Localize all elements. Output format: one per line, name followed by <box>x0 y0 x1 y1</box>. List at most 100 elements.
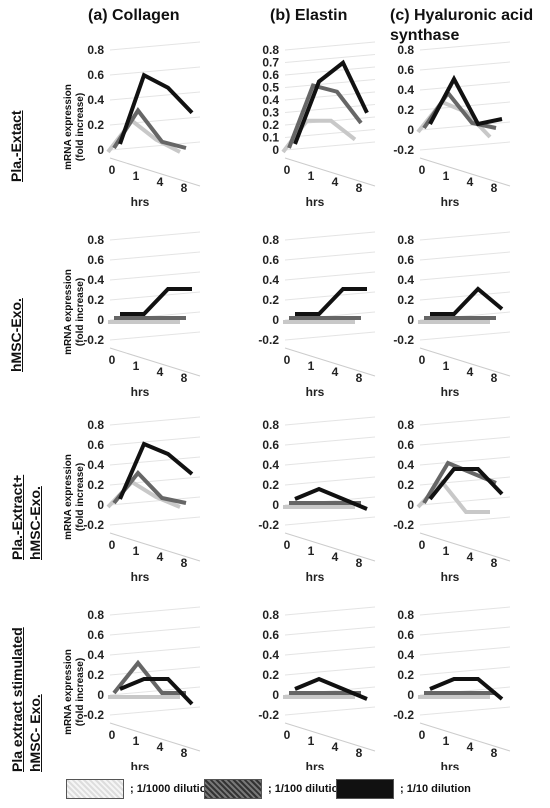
y-tick-label: 0.4 <box>262 273 279 287</box>
gridline <box>109 476 201 486</box>
y-tick-label: 0.6 <box>87 628 104 642</box>
legend-item-1-10: ; 1/10 dilution <box>336 778 471 800</box>
x-tick-label: 1 <box>443 734 450 748</box>
legend-label: ; 1/1000 dilution <box>130 783 214 795</box>
y-tick-label: 0 <box>97 143 104 157</box>
gridline <box>109 251 201 261</box>
legend-swatch-dark <box>336 779 394 799</box>
y-tick-label: 0.4 <box>397 458 414 472</box>
gridline <box>419 41 511 51</box>
x-tick-label: 1 <box>133 359 140 373</box>
x-tick-label: 8 <box>181 181 188 195</box>
gridline <box>109 66 201 76</box>
gridline <box>109 496 201 506</box>
y-tick-label: 0.8 <box>397 608 414 622</box>
gridline <box>109 456 201 466</box>
y-tick-label: -0.2 <box>83 708 104 722</box>
gridline <box>109 686 201 696</box>
gridline <box>284 436 376 446</box>
y-tick-label: 0.4 <box>262 93 279 107</box>
x-axis-label: hrs <box>306 195 325 209</box>
floor-edge <box>419 347 511 377</box>
y-tick-label: 0.6 <box>262 253 279 267</box>
x-tick-label: 0 <box>419 353 426 367</box>
gridline <box>284 79 376 88</box>
gridline <box>109 436 201 446</box>
legend-item-1-100: ; 1/100 dilution <box>204 778 345 800</box>
y-tick-label: 0.8 <box>262 233 279 247</box>
x-tick-label: 4 <box>332 365 339 379</box>
gridline <box>419 61 511 71</box>
series-line-1-10-dilution <box>294 486 368 511</box>
x-axis-label: hrs <box>306 570 325 584</box>
x-tick-label: 1 <box>133 734 140 748</box>
gridline <box>419 271 511 281</box>
x-tick-label: 1 <box>308 359 315 373</box>
gridline <box>109 331 201 341</box>
x-tick-label: 4 <box>332 740 339 754</box>
series-line-1-10-dilution <box>295 287 367 316</box>
x-tick-label: 8 <box>356 746 363 760</box>
gridline <box>109 141 201 151</box>
y-tick-label: 0.8 <box>262 608 279 622</box>
x-axis-label: hrs <box>441 385 460 399</box>
y-tick-label: 0.8 <box>397 43 414 57</box>
x-tick-label: 1 <box>308 169 315 183</box>
y-tick-label: 0.6 <box>397 438 414 452</box>
y-tick-label: 0.2 <box>397 478 414 492</box>
x-tick-label: 8 <box>491 746 498 760</box>
series-line-1-10-dilution <box>428 467 504 501</box>
y-tick-label: 0.2 <box>87 293 104 307</box>
floor-edge <box>109 157 201 187</box>
gridline <box>419 706 511 716</box>
y-tick-label: 0.2 <box>397 668 414 682</box>
floor-edge <box>419 722 511 752</box>
gridline <box>284 476 376 486</box>
x-tick-label: 1 <box>133 544 140 558</box>
x-axis-label: hrs <box>131 385 150 399</box>
floor-edge <box>284 722 376 752</box>
legend-item-1-1000: ; 1/1000 dilution <box>66 778 213 800</box>
y-tick-label: 0.8 <box>397 233 414 247</box>
series-line-1-10-dilution <box>294 676 368 701</box>
x-tick-label: 0 <box>284 538 291 552</box>
gridline <box>284 516 376 526</box>
legend-label: ; 1/100 dilution <box>268 783 346 795</box>
gridline <box>419 646 511 656</box>
y-tick-label: 0.4 <box>87 273 104 287</box>
gridline <box>419 141 511 151</box>
legend-swatch-mid <box>204 779 262 799</box>
series-line-1-10-dilution <box>118 72 194 145</box>
x-tick-label: 4 <box>332 550 339 564</box>
x-tick-label: 4 <box>157 740 164 754</box>
y-tick-label: 0.4 <box>87 458 104 472</box>
y-tick-label: 0.1 <box>262 131 279 145</box>
gridline <box>109 271 201 281</box>
x-tick-label: 0 <box>419 728 426 742</box>
x-axis-label: hrs <box>131 195 150 209</box>
y-tick-label: 0 <box>272 143 279 157</box>
series-line-1-10-dilution <box>430 286 504 316</box>
series-line-1-10-dilution <box>120 287 192 316</box>
y-tick-label: -0.2 <box>393 333 414 347</box>
x-axis-label: hrs <box>306 760 325 770</box>
x-tick-label: 0 <box>109 538 116 552</box>
gridline <box>419 456 511 466</box>
y-tick-label: -0.2 <box>83 518 104 532</box>
y-tick-label: 0.3 <box>262 106 279 120</box>
y-tick-label: 0 <box>97 498 104 512</box>
gridline <box>284 104 376 113</box>
y-tick-label: 0.2 <box>87 668 104 682</box>
y-tick-label: 0 <box>407 123 414 137</box>
y-tick-label: 0.8 <box>87 233 104 247</box>
x-tick-label: 0 <box>419 538 426 552</box>
x-tick-label: 8 <box>356 371 363 385</box>
column-title-hyaluronic-acid-synthase: (c) Hyaluronic acid synthase <box>390 7 534 44</box>
gridline <box>109 291 201 301</box>
x-tick-label: 4 <box>467 175 474 189</box>
y-tick-label: 0 <box>407 688 414 702</box>
x-tick-label: 0 <box>284 163 291 177</box>
gridline <box>419 251 511 261</box>
x-tick-label: 4 <box>332 175 339 189</box>
y-tick-label: 0.4 <box>397 273 414 287</box>
